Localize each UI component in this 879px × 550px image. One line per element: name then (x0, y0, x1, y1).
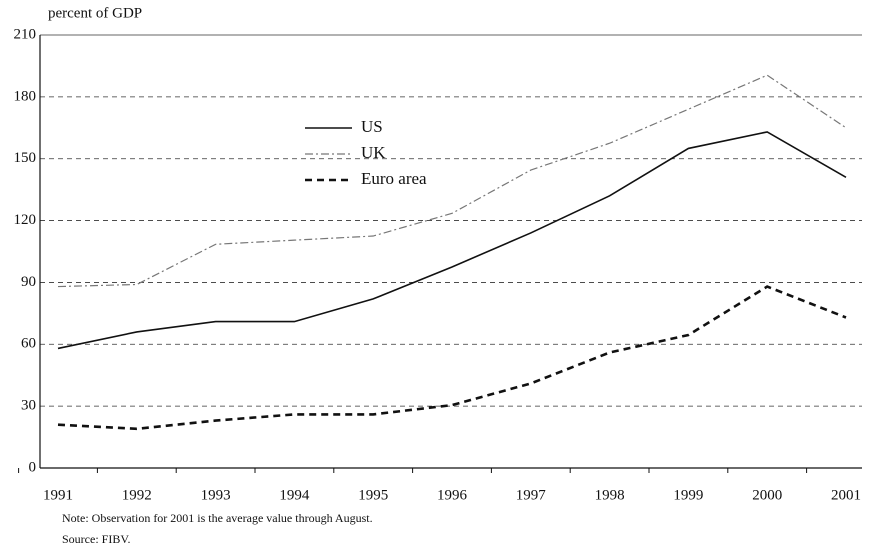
x-tick-label: 2000 (752, 487, 782, 503)
series-line (57, 285, 847, 431)
x-tick-label: 1998 (595, 487, 625, 503)
y-axis-label: percent of GDP (48, 5, 142, 21)
y-tick-label: 210 (14, 26, 37, 42)
source: Source: FIBV. (62, 532, 130, 546)
x-tick-label: 1999 (673, 487, 703, 503)
y-tick-label: 120 (14, 212, 37, 228)
y-tick-label: 60 (21, 336, 36, 352)
x-tick-label: 1995 (358, 487, 388, 503)
note: Note: Observation for 2001 is the averag… (62, 511, 373, 525)
x-tick-label: 1991 (43, 487, 73, 503)
y-tick-label: 180 (14, 88, 37, 104)
series-line (57, 131, 847, 350)
x-tick-label: 2001 (831, 487, 861, 503)
x-tick-label: 1994 (279, 487, 310, 503)
legend-label: UK (361, 143, 386, 162)
x-tick-label: 1992 (122, 487, 152, 503)
x-tick-label: 1996 (437, 487, 468, 503)
series-line (57, 74, 847, 288)
y-tick-label: 90 (21, 274, 36, 290)
legend-label: US (361, 117, 383, 136)
x-tick-label: 1997 (516, 487, 547, 503)
x-tick-label: 1993 (201, 487, 231, 503)
y-tick-label: 150 (14, 150, 37, 166)
legend-label: Euro area (361, 169, 427, 188)
y-tick-label: 30 (21, 398, 36, 414)
y-tick-label: 0 (29, 459, 37, 475)
